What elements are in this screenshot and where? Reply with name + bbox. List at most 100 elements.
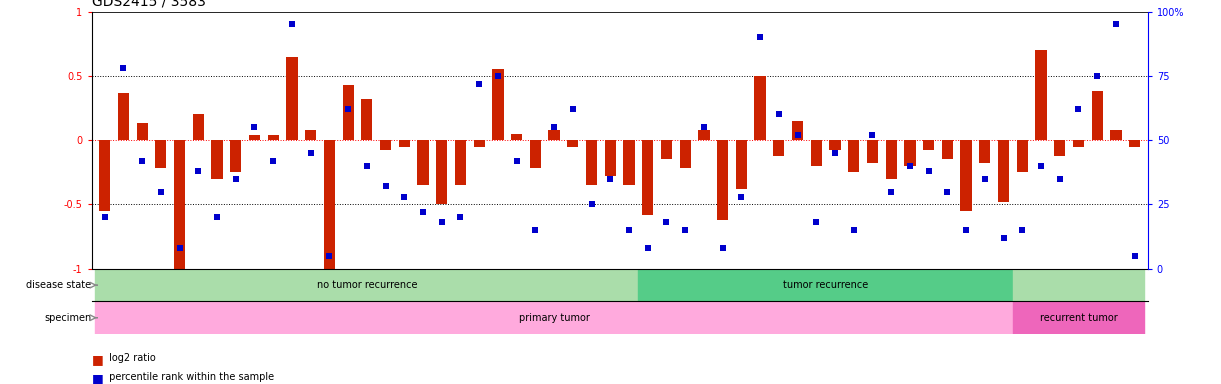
- Point: [413, 209, 432, 215]
- Point: [282, 22, 302, 28]
- Bar: [642, 140, 653, 215]
- Point: [525, 227, 545, 233]
- Point: [338, 106, 358, 113]
- Text: ■: ■: [92, 372, 104, 384]
- Text: tumor recurrence: tumor recurrence: [783, 280, 868, 290]
- Point: [376, 184, 396, 190]
- Bar: [343, 85, 354, 140]
- Point: [825, 150, 845, 156]
- Bar: [755, 76, 766, 140]
- Point: [956, 227, 976, 233]
- Text: disease state: disease state: [26, 280, 92, 290]
- Bar: [117, 93, 129, 140]
- Point: [226, 176, 245, 182]
- Bar: [436, 140, 447, 204]
- Point: [919, 168, 939, 174]
- Bar: [867, 140, 878, 163]
- Point: [807, 219, 827, 225]
- Bar: [1013, 269, 1144, 301]
- Bar: [361, 99, 372, 140]
- Text: log2 ratio: log2 ratio: [106, 353, 156, 363]
- Point: [1032, 163, 1051, 169]
- Point: [938, 189, 957, 195]
- Bar: [698, 130, 709, 140]
- Bar: [99, 140, 110, 211]
- Bar: [792, 121, 803, 140]
- Point: [545, 124, 564, 131]
- Point: [208, 214, 227, 220]
- Bar: [305, 130, 316, 140]
- Bar: [736, 140, 747, 189]
- Bar: [717, 140, 728, 220]
- Point: [320, 253, 339, 259]
- Bar: [1110, 130, 1122, 140]
- Point: [581, 201, 601, 207]
- Bar: [287, 56, 298, 140]
- Point: [1012, 227, 1032, 233]
- Point: [844, 227, 863, 233]
- Text: ■: ■: [92, 353, 104, 366]
- Point: [900, 163, 919, 169]
- Point: [432, 219, 452, 225]
- Point: [1050, 176, 1070, 182]
- Bar: [1035, 50, 1046, 140]
- Text: no tumor recurrence: no tumor recurrence: [316, 280, 418, 290]
- Point: [788, 132, 807, 138]
- Point: [713, 245, 733, 251]
- Bar: [849, 140, 860, 172]
- Bar: [961, 140, 972, 211]
- Bar: [95, 269, 639, 301]
- Point: [863, 132, 883, 138]
- Point: [695, 124, 714, 131]
- Bar: [680, 140, 691, 169]
- Point: [507, 158, 526, 164]
- Text: specimen: specimen: [44, 313, 92, 323]
- Text: recurrent tumor: recurrent tumor: [1039, 313, 1117, 323]
- Bar: [885, 140, 896, 179]
- Bar: [604, 140, 615, 176]
- Bar: [530, 140, 541, 169]
- Bar: [474, 140, 485, 147]
- Bar: [324, 140, 335, 269]
- Bar: [1073, 140, 1084, 147]
- Bar: [267, 135, 278, 140]
- Bar: [137, 123, 148, 140]
- Bar: [979, 140, 990, 163]
- Bar: [249, 135, 260, 140]
- Bar: [923, 140, 934, 151]
- Bar: [829, 140, 840, 151]
- Point: [639, 245, 658, 251]
- Point: [95, 214, 115, 220]
- Bar: [568, 140, 579, 147]
- Bar: [586, 140, 597, 185]
- Point: [563, 106, 582, 113]
- Point: [976, 176, 995, 182]
- Bar: [211, 140, 222, 179]
- Point: [300, 150, 320, 156]
- Bar: [492, 70, 503, 140]
- Bar: [811, 140, 822, 166]
- Point: [188, 168, 208, 174]
- Point: [731, 194, 751, 200]
- Bar: [173, 140, 186, 269]
- Point: [994, 235, 1013, 241]
- Point: [769, 111, 789, 118]
- Bar: [905, 140, 916, 166]
- Point: [601, 176, 620, 182]
- Bar: [639, 269, 1013, 301]
- Point: [1088, 73, 1107, 79]
- Bar: [661, 140, 672, 159]
- Bar: [548, 130, 559, 140]
- Bar: [773, 140, 784, 156]
- Bar: [941, 140, 952, 159]
- Text: percentile rank within the sample: percentile rank within the sample: [106, 372, 275, 382]
- Bar: [399, 140, 410, 147]
- Text: primary tumor: primary tumor: [519, 313, 590, 323]
- Text: GDS2415 / 3583: GDS2415 / 3583: [92, 0, 205, 9]
- Bar: [155, 140, 166, 169]
- Point: [619, 227, 639, 233]
- Point: [114, 65, 133, 71]
- Bar: [380, 140, 391, 151]
- Bar: [998, 140, 1010, 202]
- Point: [151, 189, 171, 195]
